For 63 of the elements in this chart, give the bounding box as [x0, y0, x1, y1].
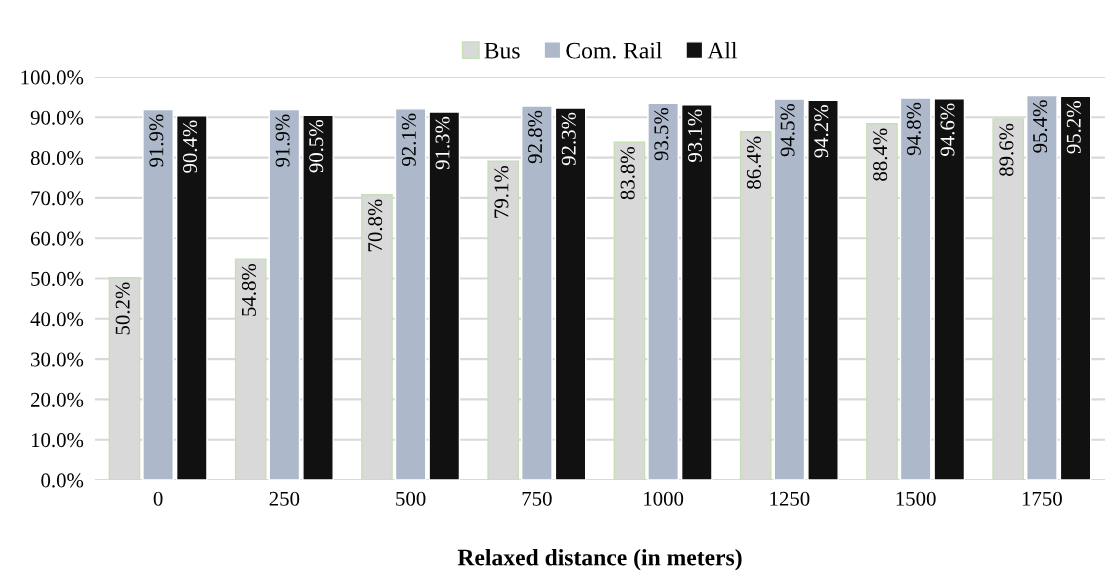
y-tick-label: 10.0% — [31, 433, 84, 448]
data-label: 50.2% — [115, 282, 130, 335]
data-label: 83.8% — [620, 147, 635, 200]
y-tick-label: 40.0% — [30, 312, 84, 327]
bar — [554, 107, 587, 480]
bar — [302, 114, 334, 480]
legend-label: Com. Rail — [566, 41, 662, 59]
y-tick-label: 80.0% — [30, 150, 84, 166]
y-tick-label: 90.0% — [30, 110, 84, 125]
data-label: 91.9% — [149, 114, 164, 167]
data-label: 92.8% — [528, 110, 543, 164]
bar — [268, 108, 301, 480]
y-tick-label: 70.0% — [31, 191, 84, 206]
x-tick-label: 0 — [153, 491, 163, 506]
y-tick-label: 50.0% — [31, 271, 84, 287]
bar — [680, 104, 713, 480]
bar — [1026, 94, 1058, 480]
data-label: 89.6% — [999, 123, 1014, 176]
data-label: 93.5% — [654, 107, 669, 161]
y-tick-label: 100.0% — [21, 70, 84, 85]
data-label: 92.1% — [401, 113, 416, 167]
bar — [899, 97, 932, 480]
bar — [521, 105, 553, 480]
x-tick-label: 1500 — [896, 491, 936, 506]
bar — [1059, 95, 1092, 480]
x-tick-label: 250 — [269, 491, 300, 506]
data-label: 94.8% — [906, 102, 921, 156]
data-label: 92.3% — [561, 112, 576, 166]
data-label: 70.8% — [368, 199, 383, 252]
x-axis-title: Relaxed distance (in meters) — [457, 548, 742, 571]
bar — [773, 98, 806, 480]
bar — [428, 111, 461, 480]
data-label: 88.4% — [873, 128, 888, 181]
data-label: 94.2% — [814, 105, 829, 158]
y-tick-label: 20.0% — [30, 392, 84, 407]
bar — [807, 99, 839, 480]
data-label: 94.5% — [780, 103, 795, 157]
data-label: 91.9% — [275, 114, 290, 167]
bar — [175, 114, 208, 480]
bar — [142, 108, 174, 480]
y-tick-label: 30.0% — [31, 352, 84, 367]
x-tick-label: 1750 — [1022, 491, 1062, 506]
bar — [394, 108, 427, 480]
y-tick-label: 0.0% — [41, 473, 84, 488]
data-label: 93.1% — [687, 109, 703, 162]
data-label: 54.8% — [241, 263, 257, 316]
legend-label: Bus — [484, 42, 520, 59]
x-tick-label: 750 — [522, 491, 552, 506]
x-tick-label: 500 — [396, 491, 426, 506]
data-label: 94.6% — [940, 103, 955, 156]
x-tick-label: 1250 — [770, 491, 810, 506]
y-tick-label: 60.0% — [30, 231, 84, 246]
legend-label: All — [707, 41, 738, 59]
x-tick-label: 1000 — [644, 491, 684, 506]
bar — [647, 102, 679, 480]
data-label: 86.4% — [746, 136, 762, 189]
data-label: 95.2% — [1066, 101, 1081, 154]
data-label: 90.4% — [182, 120, 198, 173]
data-label: 91.3% — [435, 116, 450, 170]
data-label: 90.5% — [309, 120, 324, 173]
bar — [933, 98, 966, 480]
data-label: 79.1% — [494, 165, 509, 218]
data-label: 95.4% — [1033, 100, 1048, 153]
